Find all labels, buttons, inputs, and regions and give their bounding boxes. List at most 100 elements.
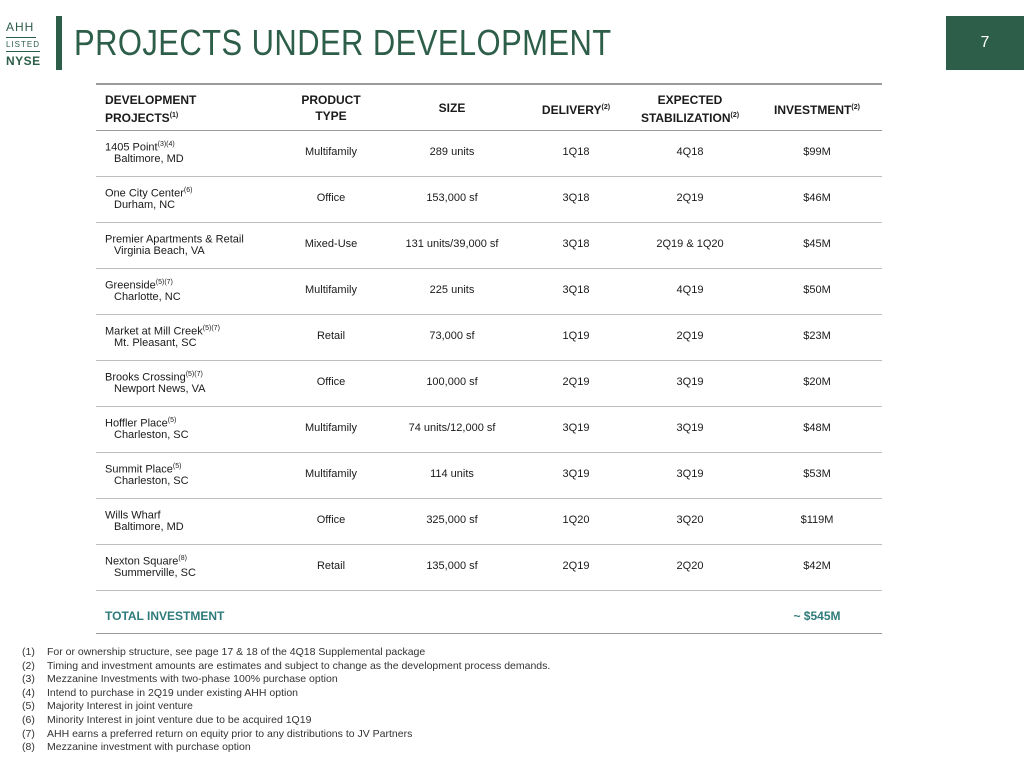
table-row: Brooks Crossing(5)(7) Newport News, VA O…: [96, 361, 882, 407]
total-row: TOTAL INVESTMENT ~ $545M: [96, 591, 882, 634]
projects-table: DEVELOPMENT PROJECTS(1) PRODUCT TYPE SIZ…: [96, 83, 882, 634]
project-location: Mt. Pleasant, SC: [114, 337, 197, 349]
delivery-value: 3Q19: [562, 468, 590, 480]
delivery-value: 2Q19: [562, 376, 590, 388]
header-investment: INVESTMENT(2): [774, 103, 860, 117]
product-type: Multifamily: [305, 468, 357, 480]
size-value: 74 units/12,000 sf: [408, 422, 496, 434]
product-type: Office: [316, 514, 346, 526]
header-stabilization: EXPECTED STABILIZATION(2): [640, 93, 740, 125]
footnote: (7) AHH earns a preferred return on equit…: [22, 727, 413, 740]
product-type: Multifamily: [305, 422, 357, 434]
delivery-value: 1Q19: [562, 330, 590, 342]
logo-ahh-text: AHH: [6, 20, 35, 34]
product-type: Multifamily: [305, 146, 357, 158]
investment-value: $50M: [803, 284, 831, 296]
page-title: PROJECTS UNDER DEVELOPMENT: [74, 22, 612, 63]
table-header: DEVELOPMENT PROJECTS(1) PRODUCT TYPE SIZ…: [96, 85, 882, 130]
investment-value: $46M: [803, 192, 831, 204]
footnote: (8) Mezzanine investment with purchase op…: [22, 741, 251, 754]
delivery-value: 3Q18: [562, 192, 590, 204]
project-location: Newport News, VA: [114, 383, 206, 395]
footnotes: (1) For or ownership structure, see page …: [22, 646, 550, 755]
table-row: Wills Wharf Baltimore, MD Office 325,000…: [96, 499, 882, 545]
investment-value: $48M: [803, 422, 831, 434]
stabilization-value: 4Q19: [676, 284, 704, 296]
header-projects: DEVELOPMENT PROJECTS(1): [105, 93, 197, 125]
delivery-value: 3Q18: [562, 238, 590, 250]
project-name: Brooks Crossing(5)(7): [105, 371, 203, 384]
footnote: (5) Majority Interest in joint venture: [22, 700, 193, 713]
size-value: 114 units: [430, 468, 474, 480]
project-name: Nexton Square(8): [105, 555, 187, 568]
size-value: 135,000 sf: [426, 560, 478, 572]
investment-value: $119M: [800, 514, 834, 526]
project-name: Premier Apartments & Retail: [105, 233, 244, 246]
size-value: 100,000 sf: [426, 376, 478, 388]
size-value: 225 units: [429, 284, 475, 296]
stabilization-value: 2Q19: [676, 192, 704, 204]
size-value: 289 units: [429, 146, 475, 158]
project-name: Market at Mill Creek(5)(7): [105, 325, 220, 338]
investment-value: $20M: [803, 376, 831, 388]
project-location: Charleston, SC: [114, 475, 189, 487]
delivery-value: 3Q19: [562, 422, 590, 434]
table-row: Nexton Square(8) Summerville, SC Retail …: [96, 545, 882, 591]
investment-value: $45M: [803, 238, 831, 250]
stabilization-value: 2Q20: [676, 560, 704, 572]
table-row: 1405 Point(3)(4) Baltimore, MD Multifami…: [96, 131, 882, 177]
footnote: (3) Mezzanine Investments with two-phase …: [22, 673, 338, 686]
delivery-value: 3Q18: [562, 284, 590, 296]
project-location: Charleston, SC: [114, 429, 189, 441]
table-row: Premier Apartments & Retail Virginia Bea…: [96, 223, 882, 269]
investment-value: $42M: [803, 560, 831, 572]
table-row: Hoffler Place(5) Charleston, SC Multifam…: [96, 407, 882, 453]
table-row: Summit Place(5) Charleston, SC Multifami…: [96, 453, 882, 499]
delivery-value: 1Q20: [562, 514, 590, 526]
project-location: Virginia Beach, VA: [114, 245, 205, 257]
table-row: Greenside(5)(7) Charlotte, NC Multifamil…: [96, 269, 882, 315]
footnote: (2) Timing and investment amounts are est…: [22, 659, 551, 672]
footnote: (4) Intend to purchase in 2Q19 under exis…: [22, 686, 298, 699]
page-number: 7: [946, 16, 1024, 70]
logo-nyse-text: NYSE: [6, 51, 40, 68]
header-type: PRODUCT TYPE: [301, 93, 361, 123]
header-size: SIZE: [438, 101, 466, 115]
product-type: Mixed-Use: [304, 238, 358, 250]
stabilization-value: 3Q19: [676, 422, 704, 434]
project-name: Hoffler Place(5): [105, 417, 177, 430]
delivery-value: 2Q19: [562, 560, 590, 572]
stabilization-value: 2Q19: [676, 330, 704, 342]
investment-value: $23M: [803, 330, 831, 342]
footnote: (6) Minority Interest in joint venture du…: [22, 713, 312, 726]
total-value: ~ $545M: [793, 609, 841, 623]
header-delivery: DELIVERY(2): [541, 103, 611, 117]
product-type: Multifamily: [305, 284, 357, 296]
investment-value: $99M: [803, 146, 831, 158]
size-value: 131 units/39,000 sf: [405, 238, 499, 250]
project-location: Summerville, SC: [114, 567, 196, 579]
investment-value: $53M: [803, 468, 831, 480]
project-location: Baltimore, MD: [114, 521, 184, 533]
project-location: Charlotte, NC: [114, 291, 181, 303]
project-name: Summit Place(5): [105, 463, 182, 476]
table-row: Market at Mill Creek(5)(7) Mt. Pleasant,…: [96, 315, 882, 361]
project-location: Baltimore, MD: [114, 153, 184, 165]
stabilization-value: 2Q19 & 1Q20: [656, 238, 724, 250]
product-type: Retail: [316, 560, 346, 572]
project-name: 1405 Point(3)(4): [105, 141, 175, 154]
project-location: Durham, NC: [114, 199, 176, 211]
size-value: 73,000 sf: [429, 330, 475, 342]
project-name: Wills Wharf: [105, 509, 161, 522]
stabilization-value: 4Q18: [676, 146, 704, 158]
logo-listed-text: LISTED: [6, 37, 39, 49]
table-top-rule: [96, 83, 882, 85]
stabilization-value: 3Q19: [676, 376, 704, 388]
delivery-value: 1Q18: [562, 146, 590, 158]
project-name: One City Center(6): [105, 187, 193, 200]
product-type: Office: [316, 376, 346, 388]
size-value: 325,000 sf: [426, 514, 478, 526]
size-value: 153,000 sf: [426, 192, 478, 204]
project-name: Greenside(5)(7): [105, 279, 173, 292]
product-type: Office: [316, 192, 346, 204]
